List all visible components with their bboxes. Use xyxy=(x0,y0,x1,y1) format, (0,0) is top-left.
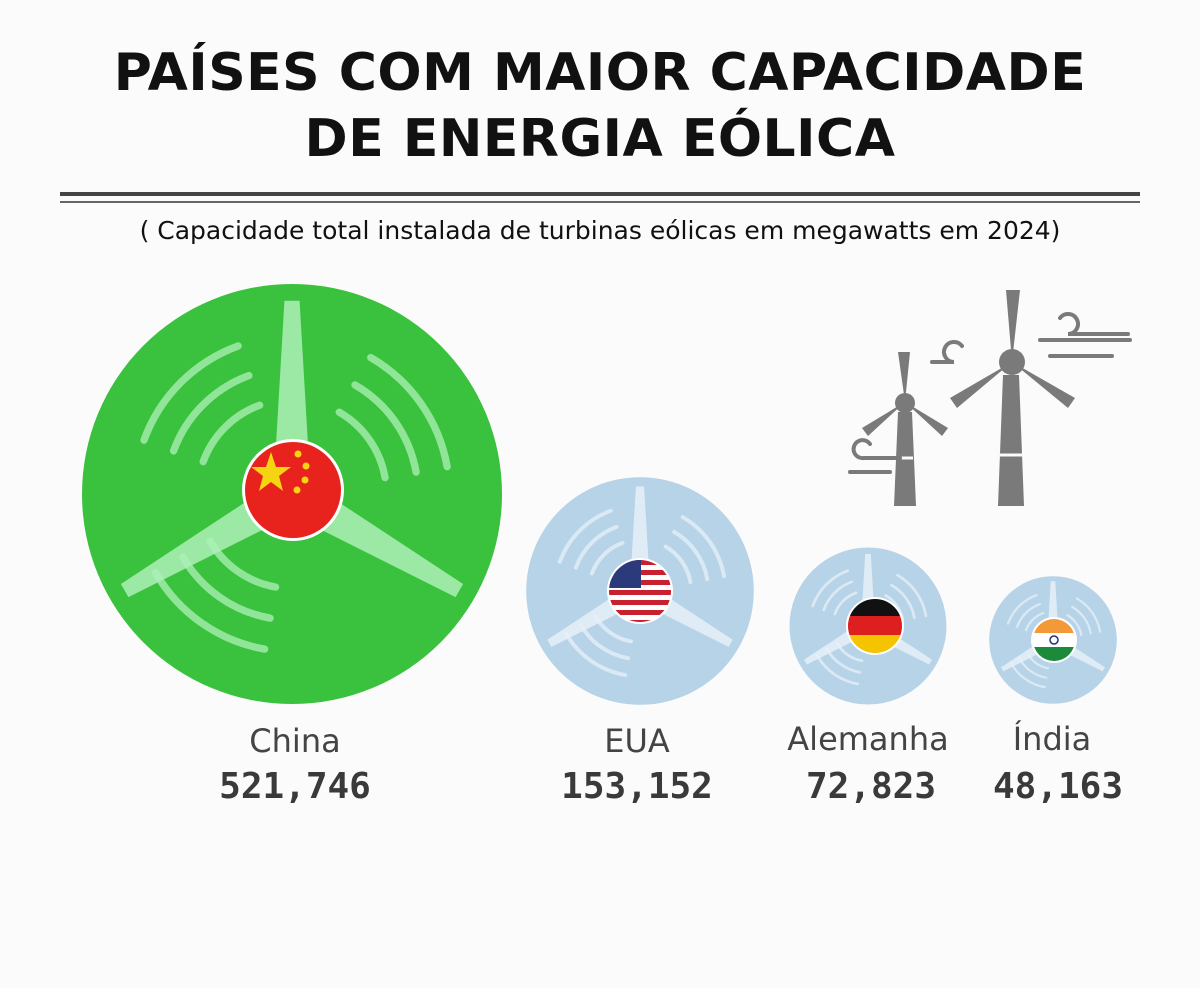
germany-flag xyxy=(846,597,904,655)
value-label-china: 521,746 xyxy=(219,766,371,807)
value-label-india: 48,163 xyxy=(993,766,1123,807)
country-label-china: China xyxy=(249,722,340,760)
wind-turbines-icon xyxy=(848,290,1132,506)
value-label-alemanha: 72,823 xyxy=(806,766,936,807)
chart-subtitle: ( Capacidade total instalada de turbinas… xyxy=(139,216,1061,245)
title-line-1: PAÍSES COM MAIOR CAPACIDADE xyxy=(113,43,1087,103)
country-label-alemanha: Alemanha xyxy=(787,720,948,758)
usa-flag xyxy=(607,558,673,624)
india-flag xyxy=(1031,617,1077,663)
chart-title: PAÍSES COM MAIOR CAPACIDADE DE ENERGIA E… xyxy=(0,40,1200,172)
country-label-eua: EUA xyxy=(604,722,670,760)
title-divider-thin xyxy=(60,201,1140,203)
china-flag xyxy=(242,439,344,541)
country-label-india: Índia xyxy=(1013,720,1092,758)
title-line-2: DE ENERGIA EÓLICA xyxy=(304,109,896,169)
title-divider xyxy=(60,192,1140,196)
value-label-eua: 153,152 xyxy=(561,766,713,807)
